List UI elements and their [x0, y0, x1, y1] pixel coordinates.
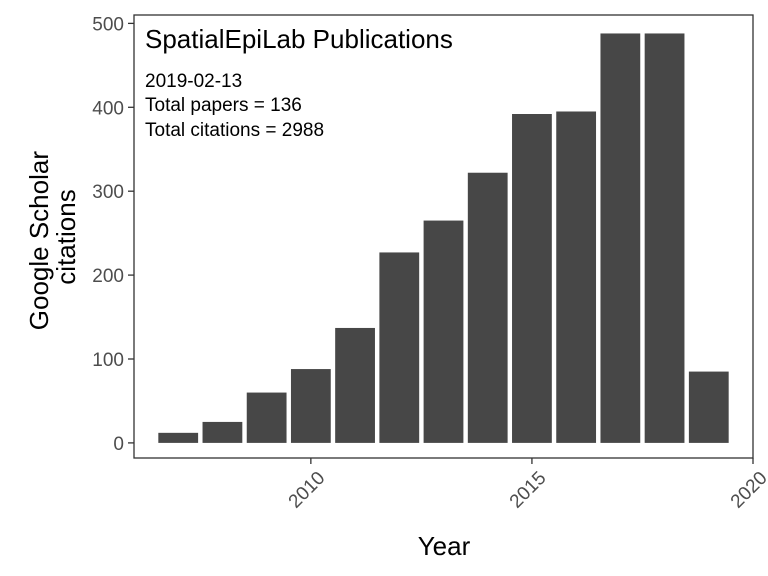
- y-axis-title-line-2: citations: [51, 189, 81, 284]
- y-tick-label-0: 0: [113, 434, 124, 455]
- annotation-date: 2019-02-13: [145, 71, 242, 92]
- bar-2009: [246, 392, 287, 443]
- y-tick-label-400: 400: [92, 98, 124, 119]
- y-axis-title-line-1: Google Scholar: [24, 151, 54, 331]
- bar-2019: [688, 371, 729, 443]
- bar-2015: [512, 114, 552, 443]
- bar-2012: [379, 252, 420, 443]
- y-tick-label-500: 500: [92, 14, 124, 35]
- bar-2007: [158, 432, 199, 443]
- panel-border: [133, 14, 754, 459]
- x-tick-label-2020: 2020: [727, 468, 768, 513]
- y-tick-label-300: 300: [92, 182, 124, 203]
- annotation-total-papers: Total papers = 136: [145, 95, 302, 116]
- bar-2016: [556, 111, 597, 443]
- bar-2011: [335, 327, 375, 443]
- x-axis-title: Year: [418, 531, 471, 561]
- annotation-total-citations: Total citations = 2988: [145, 120, 324, 141]
- y-tick-label-100: 100: [92, 350, 124, 371]
- x-tick-label-2015: 2015: [506, 468, 551, 513]
- bars-layer: [158, 33, 729, 443]
- bar-2018: [644, 33, 685, 443]
- y-axis: 0 100 200 300 400 500: [92, 14, 134, 455]
- bar-2013: [423, 220, 464, 443]
- bar-2008: [202, 421, 243, 443]
- bar-2017: [600, 33, 641, 443]
- y-tick-label-200: 200: [92, 266, 124, 287]
- annotation-title: SpatialEpiLab Publications: [145, 24, 453, 54]
- y-axis-title: Google Scholar citations: [24, 144, 81, 330]
- bar-2010: [290, 369, 331, 443]
- bar-2014: [467, 172, 508, 443]
- x-tick-label-2010: 2010: [285, 468, 330, 513]
- x-axis: 2010 2015 2020: [285, 458, 768, 512]
